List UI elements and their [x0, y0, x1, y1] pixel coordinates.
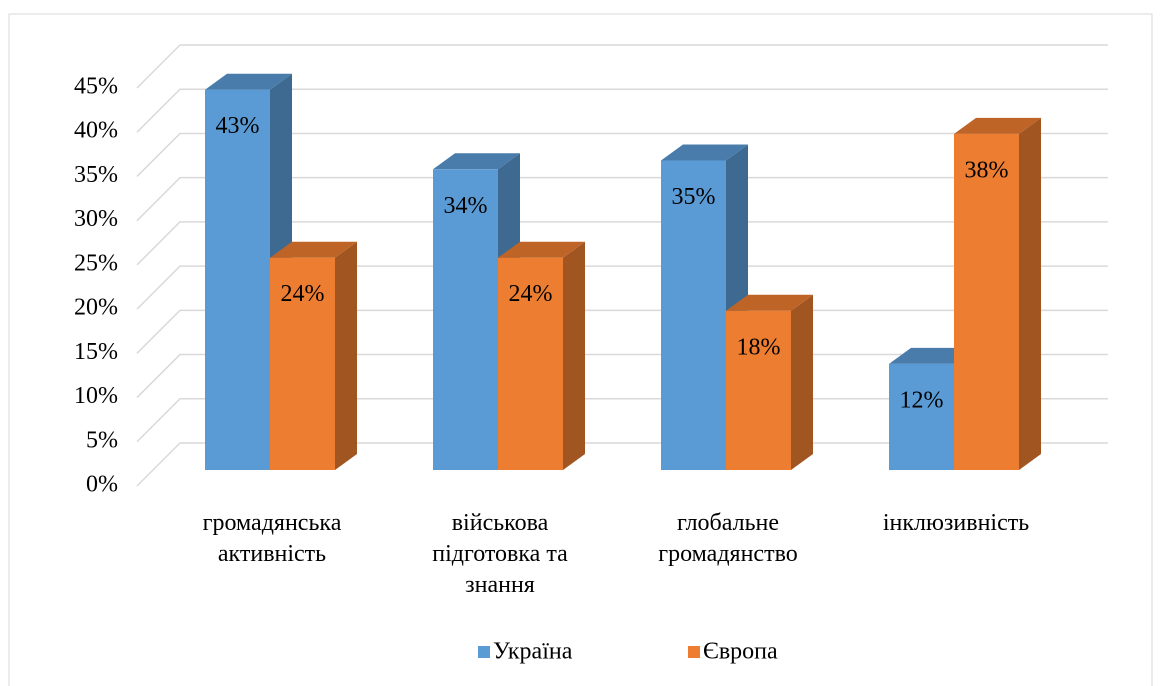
bar [270, 257, 335, 470]
bar [433, 169, 498, 471]
grid-line [136, 265, 1108, 310]
data-label: 18% [737, 334, 781, 360]
bar-top [661, 144, 748, 161]
y-tick-label: 25% [74, 250, 118, 276]
bar [726, 310, 791, 470]
x-tick-label: глобальне громадянство [658, 510, 797, 567]
x-tick-label: інклюзивність [883, 510, 1029, 536]
bar-top [270, 241, 357, 258]
grid-line [136, 44, 1108, 89]
y-tick-label: 20% [74, 295, 118, 321]
y-tick-label: 5% [86, 427, 118, 453]
bar-top [498, 241, 585, 258]
y-tick-label: 30% [74, 206, 118, 232]
bar-side [563, 241, 585, 470]
bar [889, 363, 954, 470]
y-tick-label: 35% [74, 162, 118, 188]
bar-side [335, 241, 357, 470]
data-label: 38% [965, 157, 1009, 183]
bar [661, 160, 726, 470]
grid-line [136, 88, 1108, 133]
bar-top [726, 294, 813, 311]
data-label: 34% [444, 193, 488, 219]
bar-top [433, 153, 520, 170]
y-tick-label: 45% [74, 74, 118, 100]
y-tick-label: 10% [74, 383, 118, 409]
data-label: 24% [281, 281, 325, 307]
grid-line [136, 176, 1108, 222]
data-label: 43% [216, 113, 260, 139]
legend-swatch [478, 646, 490, 658]
legend-label: Україна [493, 639, 573, 665]
legend-label: Європа [703, 639, 778, 665]
data-label: 12% [900, 387, 944, 413]
data-label: 35% [672, 184, 716, 210]
legend-swatch [688, 646, 700, 658]
chart-border [8, 13, 1153, 686]
bar [954, 133, 1019, 470]
bar [205, 89, 270, 470]
grid-line [136, 221, 1108, 266]
bar [498, 257, 563, 470]
bar-side [791, 294, 813, 470]
grid-line [136, 132, 1108, 177]
y-tick-label: 40% [74, 118, 118, 144]
data-label: 24% [509, 281, 553, 307]
bar-top [205, 73, 292, 90]
bar-side [1019, 117, 1041, 471]
bar-top [954, 117, 1041, 134]
y-tick-label: 15% [74, 339, 118, 365]
x-tick-label: військова підготовка та знання [432, 510, 568, 598]
x-tick-label: громадянська активність [203, 510, 342, 567]
y-tick-label: 0% [86, 472, 118, 498]
